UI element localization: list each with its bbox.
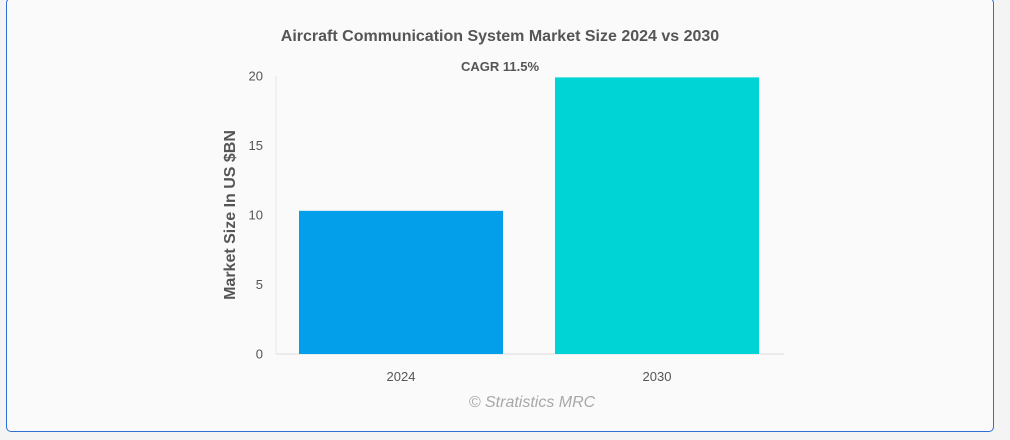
x-tick-label: 2024 bbox=[387, 369, 416, 384]
y-tick-label: 10 bbox=[249, 208, 263, 223]
y-axis-ticks: 0 5 10 15 20 bbox=[249, 69, 263, 362]
y-tick-label: 15 bbox=[249, 138, 263, 153]
chart-title: Aircraft Communication System Market Siz… bbox=[281, 28, 720, 45]
x-tick-label: 2030 bbox=[643, 369, 672, 384]
y-tick-label: 5 bbox=[256, 277, 263, 292]
y-tick-label: 20 bbox=[249, 69, 263, 84]
source-credit: © Stratistics MRC bbox=[469, 394, 596, 411]
bar-2024 bbox=[299, 210, 503, 354]
y-tick-label: 0 bbox=[256, 347, 263, 362]
x-axis-ticks: 2024 2030 bbox=[387, 369, 672, 384]
y-axis-label: Market Size In US $BN bbox=[222, 130, 239, 300]
bar-2030 bbox=[555, 77, 759, 354]
bars bbox=[299, 77, 759, 354]
cagr-annotation: CAGR 11.5% bbox=[461, 59, 539, 74]
